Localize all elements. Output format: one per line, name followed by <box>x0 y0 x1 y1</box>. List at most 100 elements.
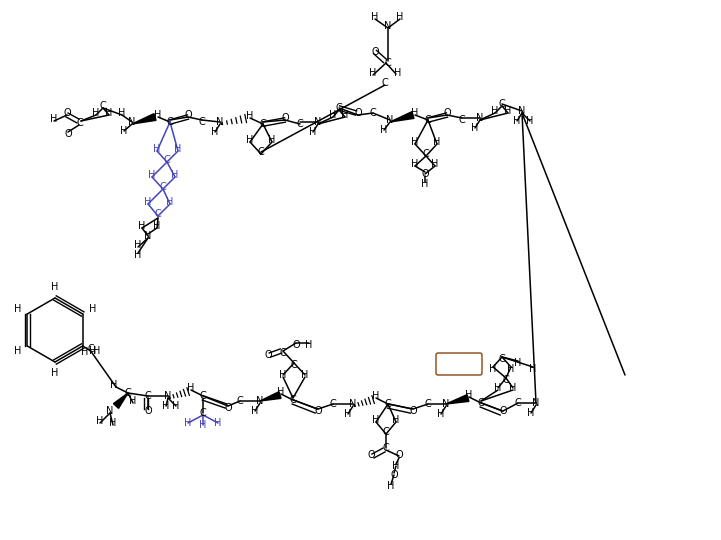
Text: C: C <box>200 391 206 401</box>
Text: H: H <box>268 135 275 145</box>
Text: H: H <box>187 383 195 393</box>
Text: H: H <box>154 110 162 120</box>
Text: H: H <box>154 144 161 154</box>
Text: C: C <box>257 147 265 157</box>
Text: H: H <box>154 221 161 231</box>
Text: C: C <box>87 344 94 354</box>
Text: N: N <box>216 117 224 127</box>
Text: H: H <box>411 159 419 169</box>
Text: H: H <box>491 106 499 116</box>
Polygon shape <box>390 112 414 122</box>
Text: O: O <box>410 406 417 416</box>
Text: O: O <box>64 129 72 139</box>
Text: H: H <box>167 197 174 207</box>
Text: O: O <box>281 113 289 123</box>
Text: C: C <box>296 119 304 129</box>
Text: H: H <box>149 170 156 180</box>
Text: H: H <box>118 108 125 118</box>
Text: H: H <box>372 415 380 425</box>
Text: C: C <box>167 117 173 127</box>
Text: C: C <box>290 395 296 405</box>
Text: H: H <box>138 221 146 231</box>
Text: H: H <box>199 420 207 430</box>
Text: H: H <box>465 390 473 400</box>
Text: H: H <box>172 170 179 180</box>
Text: N: N <box>386 115 394 125</box>
Text: O: O <box>395 450 403 460</box>
Text: C: C <box>370 108 376 118</box>
Text: C: C <box>381 78 389 88</box>
Text: O: O <box>371 47 379 57</box>
Text: H: H <box>185 418 192 428</box>
Text: C: C <box>154 209 162 219</box>
Text: H: H <box>89 303 96 314</box>
Text: H: H <box>51 368 58 378</box>
Text: H: H <box>129 396 137 406</box>
Text: O: O <box>144 406 152 416</box>
Text: N: N <box>164 391 172 401</box>
Text: H: H <box>431 159 438 169</box>
Text: H: H <box>134 250 142 260</box>
Text: H: H <box>301 370 309 380</box>
Text: H: H <box>110 380 118 390</box>
Text: O: O <box>443 108 451 118</box>
Text: H: H <box>369 68 376 78</box>
Text: C: C <box>291 360 297 370</box>
Text: N: N <box>256 396 264 406</box>
Text: N: N <box>144 231 151 241</box>
Text: O: O <box>354 108 362 118</box>
Text: C: C <box>384 58 392 68</box>
Text: H: H <box>278 387 285 397</box>
Polygon shape <box>260 392 281 401</box>
Text: C: C <box>383 443 389 453</box>
Text: N: N <box>106 406 114 416</box>
Text: Abs: Abs <box>450 359 468 369</box>
Text: H: H <box>526 116 534 126</box>
Text: C: C <box>383 427 389 437</box>
Text: H: H <box>495 383 502 393</box>
Text: H: H <box>50 114 58 124</box>
Text: H: H <box>211 127 218 137</box>
Text: C: C <box>477 398 485 408</box>
Text: N: N <box>314 117 322 127</box>
Text: H: H <box>397 12 404 22</box>
Text: C: C <box>280 348 286 358</box>
FancyBboxPatch shape <box>436 353 482 375</box>
Text: C: C <box>200 408 206 418</box>
Text: H: H <box>89 347 96 356</box>
Text: H: H <box>513 116 521 126</box>
Text: C: C <box>125 388 131 398</box>
Text: C: C <box>164 155 170 165</box>
Text: H: H <box>371 12 379 22</box>
Text: C: C <box>384 399 392 409</box>
Text: H: H <box>329 110 337 120</box>
Text: C: C <box>515 398 521 408</box>
Text: H: H <box>97 416 104 426</box>
Text: H: H <box>380 125 388 135</box>
Text: C: C <box>236 396 244 406</box>
Text: C: C <box>145 391 151 401</box>
Text: H: H <box>392 461 399 471</box>
Text: H: H <box>421 179 429 189</box>
Text: H: H <box>134 240 142 250</box>
Text: H: H <box>527 408 535 418</box>
Text: H: H <box>514 358 522 368</box>
Text: O: O <box>63 108 71 118</box>
Text: C: C <box>260 119 266 129</box>
Text: O: O <box>224 403 232 413</box>
Text: H: H <box>172 401 180 411</box>
Text: H: H <box>110 418 117 428</box>
Text: H: H <box>438 409 445 419</box>
Text: H: H <box>93 346 100 356</box>
Text: O: O <box>499 406 507 416</box>
Text: C: C <box>499 99 505 109</box>
Text: H: H <box>504 106 512 116</box>
Text: C: C <box>499 354 505 364</box>
Text: H: H <box>162 401 169 411</box>
Text: H: H <box>372 391 380 401</box>
Text: H: H <box>14 347 22 356</box>
Text: H: H <box>92 108 99 118</box>
Text: H: H <box>392 415 399 425</box>
Text: H: H <box>411 108 419 118</box>
Text: C: C <box>459 115 465 125</box>
